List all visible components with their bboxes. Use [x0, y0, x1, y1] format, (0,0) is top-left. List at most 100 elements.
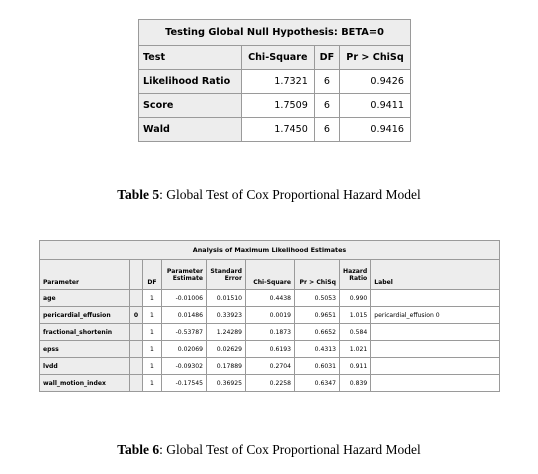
column-header-parameter: Parameter [39, 259, 130, 290]
row-hazard-ratio: 1.015 [338, 306, 372, 324]
column-header-hazard-ratio: Hazard Ratio [338, 259, 372, 290]
row-chi-square: 0.4438 [245, 289, 295, 307]
table-row: epss 1 0.02069 0.02629 0.6193 0.4313 1.0… [39, 340, 500, 358]
row-p-value: 0.9651 [294, 306, 340, 324]
column-header-standard-error: Standard Error [206, 259, 246, 290]
row-standard-error: 0.36925 [206, 374, 246, 392]
row-p-value: 0.9426 [339, 69, 411, 94]
row-chi-square: 0.2258 [245, 374, 295, 392]
caption-text: : Global Test of Cox Proportional Hazard… [159, 187, 421, 202]
row-p-value: 0.9411 [339, 93, 411, 118]
column-header-label: Label [370, 259, 500, 290]
column-header-df: DF [313, 45, 341, 70]
table-row: fractional_shortenin 1 -0.53787 1.24289 … [39, 323, 500, 341]
row-standard-error: 0.02629 [206, 340, 246, 358]
row-label [370, 289, 500, 307]
row-label [370, 374, 500, 392]
row-hazard-ratio: 1.021 [338, 340, 372, 358]
column-header-estimate: Parameter Estimate [161, 259, 207, 290]
row-label [370, 357, 500, 375]
header-line-2: Error [224, 274, 242, 282]
row-label [370, 323, 500, 341]
caption-text: : Global Test of Cox Proportional Hazard… [159, 442, 421, 457]
row-p-value: 0.6347 [294, 374, 340, 392]
row-parameter: fractional_shortenin [39, 323, 130, 341]
row-hazard-ratio: 0.584 [338, 323, 372, 341]
row-chi-square: 1.7450 [240, 117, 315, 142]
table-row: Likelihood Ratio 1.7321 6 0.9426 [138, 69, 411, 94]
row-df: 6 [313, 117, 341, 142]
row-parameter: pericardial_effusion [39, 306, 130, 324]
row-chi-square: 0.0019 [245, 306, 295, 324]
row-level: 0 [129, 306, 143, 324]
row-df: 1 [142, 289, 162, 307]
row-chi-square: 1.7509 [240, 93, 315, 118]
header-line-2: Estimate [172, 274, 203, 282]
caption-label: Table 6 [117, 442, 160, 457]
table-title: Testing Global Null Hypothesis: BETA=0 [138, 19, 411, 46]
row-df: 1 [142, 357, 162, 375]
table-row: lvdd 1 -0.09302 0.17889 0.2704 0.6031 0.… [39, 357, 500, 375]
column-header-p-value: Pr > ChiSq [294, 259, 340, 290]
row-level [129, 340, 143, 358]
row-df: 1 [142, 306, 162, 324]
table-row: Score 1.7509 6 0.9411 [138, 93, 411, 118]
row-p-value: 0.6031 [294, 357, 340, 375]
row-p-value: 0.5053 [294, 289, 340, 307]
row-parameter: wall_motion_index [39, 374, 130, 392]
row-chi-square: 0.6193 [245, 340, 295, 358]
row-hazard-ratio: 0.839 [338, 374, 372, 392]
header-line-1: Hazard [343, 267, 368, 275]
row-df: 1 [142, 323, 162, 341]
row-estimate: -0.01006 [161, 289, 207, 307]
column-header-p-value: Pr > ChiSq [339, 45, 411, 70]
row-estimate: 0.02069 [161, 340, 207, 358]
row-estimate: -0.53787 [161, 323, 207, 341]
table-row: Wald 1.7450 6 0.9416 [138, 117, 411, 142]
row-label [370, 340, 500, 358]
global-null-hypothesis-table: Testing Global Null Hypothesis: BETA=0 T… [138, 19, 411, 142]
row-standard-error: 0.17889 [206, 357, 246, 375]
table-5-caption: Table 5: Global Test of Cox Proportional… [0, 187, 538, 203]
maximum-likelihood-estimates-table: Analysis of Maximum Likelihood Estimates… [39, 240, 500, 392]
caption-label: Table 5 [117, 187, 160, 202]
row-level [129, 357, 143, 375]
row-hazard-ratio: 0.990 [338, 289, 372, 307]
row-chi-square: 1.7321 [240, 69, 315, 94]
header-line-1: Standard [210, 267, 242, 275]
column-header-df: DF [142, 259, 162, 290]
row-level [129, 374, 143, 392]
row-estimate: -0.17545 [161, 374, 207, 392]
row-test-name: Wald [138, 117, 242, 142]
row-standard-error: 0.01510 [206, 289, 246, 307]
table-row: wall_motion_index 1 -0.17545 0.36925 0.2… [39, 374, 500, 392]
table-title: Analysis of Maximum Likelihood Estimates [39, 240, 500, 260]
row-level [129, 289, 143, 307]
table-6-caption: Table 6: Global Test of Cox Proportional… [0, 442, 538, 458]
row-parameter: epss [39, 340, 130, 358]
row-test-name: Score [138, 93, 242, 118]
row-df: 1 [142, 340, 162, 358]
row-df: 6 [313, 93, 341, 118]
row-standard-error: 0.33923 [206, 306, 246, 324]
column-header-test: Test [138, 45, 242, 70]
table-row: age 1 -0.01006 0.01510 0.4438 0.5053 0.9… [39, 289, 500, 307]
row-p-value: 0.6652 [294, 323, 340, 341]
row-df: 6 [313, 69, 341, 94]
header-line-2: Ratio [349, 274, 368, 282]
row-chi-square: 0.1873 [245, 323, 295, 341]
row-p-value: 0.4313 [294, 340, 340, 358]
row-label: pericardial_effusion 0 [370, 306, 500, 324]
row-p-value: 0.9416 [339, 117, 411, 142]
row-parameter: lvdd [39, 357, 130, 375]
row-parameter: age [39, 289, 130, 307]
row-level [129, 323, 143, 341]
row-estimate: -0.09302 [161, 357, 207, 375]
column-header-chi-square: Chi-Square [245, 259, 295, 290]
row-chi-square: 0.2704 [245, 357, 295, 375]
row-estimate: 0.01486 [161, 306, 207, 324]
row-df: 1 [142, 374, 162, 392]
column-header-level [129, 259, 143, 290]
row-test-name: Likelihood Ratio [138, 69, 242, 94]
row-standard-error: 1.24289 [206, 323, 246, 341]
